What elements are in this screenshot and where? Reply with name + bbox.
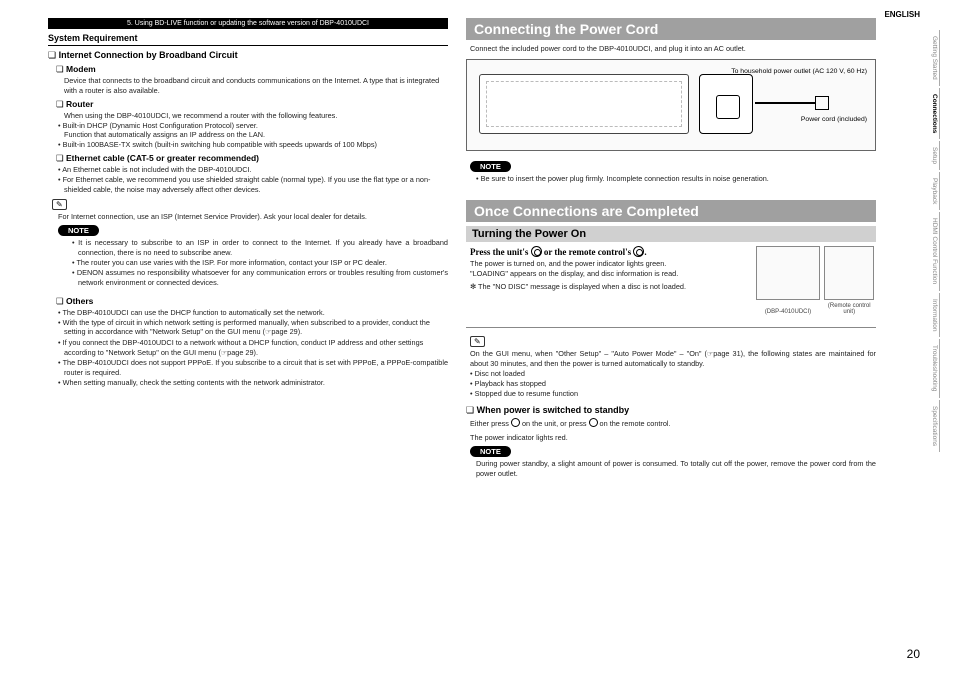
eth-bullet-1: An Ethernet cable is not included with t… <box>58 165 448 175</box>
isp-hint: For Internet connection, use an ISP (Int… <box>58 212 448 222</box>
tab-getting-started[interactable]: Getting Started <box>930 30 940 86</box>
power-cord-diagram: To household power outlet (AC 120 V, 60 … <box>466 59 876 151</box>
tab-setup[interactable]: Setup <box>930 141 940 170</box>
ethernet-heading: Ethernet cable (CAT-5 or greater recomme… <box>56 153 448 164</box>
others-5: When setting manually, check the setting… <box>58 378 448 388</box>
others-4: The DBP-4010UDCI does not support PPPoE.… <box>58 358 448 378</box>
state-1: Disc not loaded <box>470 369 876 379</box>
router-dhcp-desc: Function that automatically assigns an I… <box>64 130 448 140</box>
once-connections-header: Once Connections are Completed <box>466 200 876 222</box>
connecting-power-header: Connecting the Power Cord <box>466 18 876 40</box>
side-tabs: Getting Started Connections Setup Playba… <box>930 30 944 454</box>
internet-connection-heading: Internet Connection by Broadband Circuit <box>48 50 448 61</box>
remote-power-icon <box>633 246 644 257</box>
remote-figure <box>824 246 874 300</box>
note-left-2: The router you can use varies with the I… <box>72 258 448 268</box>
plug-graphic <box>815 96 829 110</box>
sb-text-c: on the remote control. <box>598 419 671 428</box>
gui-text-a: On the GUI menu, when "Other Setup" – "A… <box>470 349 707 358</box>
tab-hdmi[interactable]: HDMI Control Function <box>930 212 940 290</box>
note-left-1: It is necessary to subscribe to an ISP i… <box>72 238 448 258</box>
power-intro: Connect the included power cord to the D… <box>470 44 876 53</box>
unit-figure-caption: (DBP-4010UDCI) <box>756 309 820 315</box>
others-3b: page 29). <box>227 348 258 357</box>
sb-text-a: Either press <box>470 419 511 428</box>
others-heading: Others <box>56 296 448 307</box>
tab-specifications[interactable]: Specifications <box>930 400 940 452</box>
state-3: Stopped due to resume function <box>470 389 876 399</box>
router-bullet-dhcp: Built-in DHCP (Dynamic Host Configuratio… <box>58 121 448 131</box>
press-text-b: or the remote control's <box>542 247 634 257</box>
press-text-c: . <box>644 247 646 257</box>
language-label: ENGLISH <box>884 10 920 19</box>
device-figures: (DBP-4010UDCI) (Remote control unit) <box>756 246 876 315</box>
note-badge-power: NOTE <box>470 161 511 172</box>
power-note: Be sure to insert the power plug firmly.… <box>476 174 876 184</box>
chapter-bar: 5. Using BD-LIVE function or updating th… <box>48 18 448 29</box>
turning-power-on-heading: Turning the Power On <box>466 226 876 242</box>
page-container: 5. Using BD-LIVE function or updating th… <box>0 0 954 675</box>
others-2b: page 29). <box>271 327 302 336</box>
standby-instruction: Either press on the unit, or press on th… <box>470 418 876 429</box>
outlet-label: To household power outlet (AC 120 V, 60 … <box>731 68 867 76</box>
ac-inlet-graphic <box>699 74 753 134</box>
hint-icon-2: ✎ <box>470 336 485 347</box>
cord-line <box>755 102 815 104</box>
tab-connections[interactable]: Connections <box>930 88 940 139</box>
state-2: Playback has stopped <box>470 379 876 389</box>
note-badge-standby: NOTE <box>470 446 511 457</box>
left-column: 5. Using BD-LIVE function or updating th… <box>48 18 448 657</box>
press-text-a: Press the unit's <box>470 247 531 257</box>
others-2a: With the type of circuit in which networ… <box>63 318 430 337</box>
right-column: Connecting the Power Cord Connect the in… <box>466 18 876 657</box>
sb-text-b: on the unit, or press <box>520 419 589 428</box>
cord-label: Power cord (included) <box>801 116 867 124</box>
hint-icon: ✎ <box>52 199 67 210</box>
gui-auto-power: On the GUI menu, when "Other Setup" – "A… <box>470 349 876 369</box>
rear-panel-graphic <box>479 74 689 134</box>
standby-note: During power standby, a slight amount of… <box>476 459 876 479</box>
note-left-3: DENON assumes no responsibility whatsoev… <box>72 268 448 288</box>
page-number: 20 <box>907 647 920 661</box>
tab-troubleshooting[interactable]: Troubleshooting <box>930 339 940 397</box>
router-bullet-switch: Built-in 100BASE-TX switch (built-in swi… <box>58 140 448 150</box>
modem-text: Device that connects to the broadband ci… <box>64 76 448 96</box>
unit-figure <box>756 246 820 300</box>
tab-playback[interactable]: Playback <box>930 172 940 210</box>
router-heading: Router <box>56 99 448 110</box>
power-button-icon <box>531 246 542 257</box>
standby-remote-icon <box>589 418 598 427</box>
others-3: If you connect the DBP-4010UDCI to a net… <box>58 338 448 358</box>
router-intro: When using the DBP-4010UDCI, we recommen… <box>64 111 448 121</box>
standby-button-icon <box>511 418 520 427</box>
others-1: The DBP-4010UDCI can use the DHCP functi… <box>58 308 448 318</box>
tab-information[interactable]: Information <box>930 293 940 338</box>
system-requirement-title: System Requirement <box>48 33 448 46</box>
note-badge-left: NOTE <box>58 225 99 236</box>
standby-indicator: The power indicator lights red. <box>470 433 876 443</box>
remote-figure-caption: (Remote control unit) <box>824 303 874 315</box>
standby-heading: When power is switched to standby <box>466 405 876 416</box>
modem-heading: Modem <box>56 64 448 75</box>
eth-bullet-2: For Ethernet cable, we recommend you use… <box>58 175 448 195</box>
others-2: With the type of circuit in which networ… <box>58 318 448 338</box>
